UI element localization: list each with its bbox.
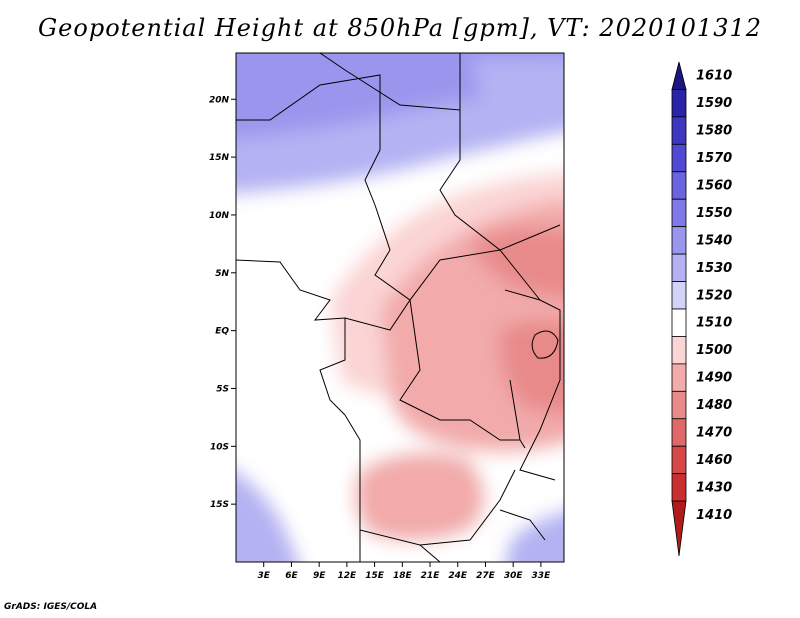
colorbar-label: 1500 bbox=[696, 343, 732, 358]
colorbar-label: 1520 bbox=[696, 288, 732, 303]
colorbar-label: 1540 bbox=[696, 233, 732, 248]
y-tick-label: 5S bbox=[216, 384, 229, 394]
colorbar-swatch bbox=[671, 198, 687, 228]
x-tick-label: 3E bbox=[258, 571, 271, 581]
region-northeast-patch bbox=[470, 57, 564, 98]
x-tick-label: 21E bbox=[421, 571, 441, 581]
colorbar-swatch bbox=[671, 89, 687, 118]
grads-credit: GrADS: IGES/COLA bbox=[4, 602, 98, 612]
colorbar-swatch bbox=[671, 308, 687, 337]
colorbar-label: 1580 bbox=[696, 124, 732, 139]
colorbar-swatch bbox=[671, 61, 687, 90]
region-south-atlantic bbox=[236, 472, 299, 562]
colorbar-swatch bbox=[671, 226, 687, 255]
y-tick-label: EQ bbox=[215, 327, 229, 337]
colorbar: 1610 1590 1580 1570 1560 1550 1540 1530 1520 1510… bbox=[671, 61, 732, 557]
x-tick-label: 27E bbox=[476, 571, 496, 581]
x-tick-label: 18E bbox=[393, 571, 413, 581]
x-tick-label: 24E bbox=[448, 571, 468, 581]
lake-tanganyika bbox=[509, 379, 526, 449]
x-tick-label: 33E bbox=[532, 571, 552, 581]
colorbar-label: 1470 bbox=[696, 426, 732, 441]
field-regions bbox=[236, 53, 564, 562]
lake-victoria bbox=[531, 330, 559, 359]
colorbar-swatch bbox=[671, 500, 687, 557]
y-tick-label: 20N bbox=[209, 95, 230, 105]
border-sahel bbox=[439, 110, 561, 251]
colorbar-label: 1430 bbox=[696, 480, 732, 495]
border-east bbox=[504, 289, 561, 481]
colorbar-label: 1460 bbox=[696, 453, 732, 468]
height-field bbox=[236, 53, 564, 562]
colorbar-swatch bbox=[671, 363, 687, 392]
border-south bbox=[359, 509, 546, 562]
colorbar-label: 1560 bbox=[696, 179, 732, 194]
colorbar-label: 1590 bbox=[696, 96, 732, 111]
colorbar-swatch bbox=[671, 418, 687, 447]
colorbar-swatch bbox=[671, 473, 687, 502]
x-tick-label: 6E bbox=[285, 571, 298, 581]
colorbar-label: 1550 bbox=[696, 206, 732, 221]
colorbar-swatch bbox=[671, 171, 687, 200]
colorbar-swatch bbox=[671, 116, 687, 145]
colorbar-swatch bbox=[671, 143, 687, 173]
y-axis: 20N 15N 10N 5N EQ 5S 10S 15S bbox=[209, 95, 236, 510]
region-sahara bbox=[236, 84, 564, 193]
colorbar-swatch bbox=[671, 445, 687, 475]
map-frame bbox=[235, 52, 565, 563]
colorbar-label: 1530 bbox=[696, 261, 732, 276]
border-north-1 bbox=[319, 53, 461, 111]
colorbar-label: 1510 bbox=[696, 316, 732, 331]
colorbar-label: 1610 bbox=[696, 69, 732, 84]
y-tick-label: 15S bbox=[210, 500, 229, 510]
chart-title: Geopotential Height at 850hPa [gpm], VT:… bbox=[38, 14, 762, 42]
colorbar-swatch bbox=[671, 390, 687, 420]
colorbar-label: 1480 bbox=[696, 398, 732, 413]
region-rift-lakes bbox=[499, 320, 564, 414]
border-north-2 bbox=[236, 74, 381, 206]
colorbar-swatch bbox=[671, 253, 687, 282]
colorbar-label: 1410 bbox=[696, 508, 732, 523]
x-tick-label: 15E bbox=[365, 571, 385, 581]
country-borders bbox=[236, 53, 561, 562]
border-west-coast bbox=[236, 259, 346, 416]
y-tick-label: 15N bbox=[209, 153, 230, 163]
colorbar-swatch bbox=[671, 336, 687, 365]
x-axis: 3E 6E 9E 12E 15E 18E 21E 24E 27E 30E 33E bbox=[258, 562, 552, 581]
colorbar-swatch bbox=[671, 281, 687, 310]
y-tick-label: 5N bbox=[215, 269, 229, 279]
x-tick-label: 12E bbox=[338, 571, 358, 581]
region-mozambique-channel bbox=[506, 508, 564, 562]
y-tick-label: 10N bbox=[209, 211, 230, 221]
y-tick-label: 10S bbox=[210, 442, 229, 452]
colorbar-label: 1490 bbox=[696, 371, 732, 386]
x-tick-label: 9E bbox=[313, 571, 326, 581]
region-angola-interior bbox=[354, 452, 485, 542]
colorbar-label: 1570 bbox=[696, 151, 732, 166]
border-congo bbox=[344, 298, 520, 441]
x-tick-label: 30E bbox=[504, 571, 524, 581]
